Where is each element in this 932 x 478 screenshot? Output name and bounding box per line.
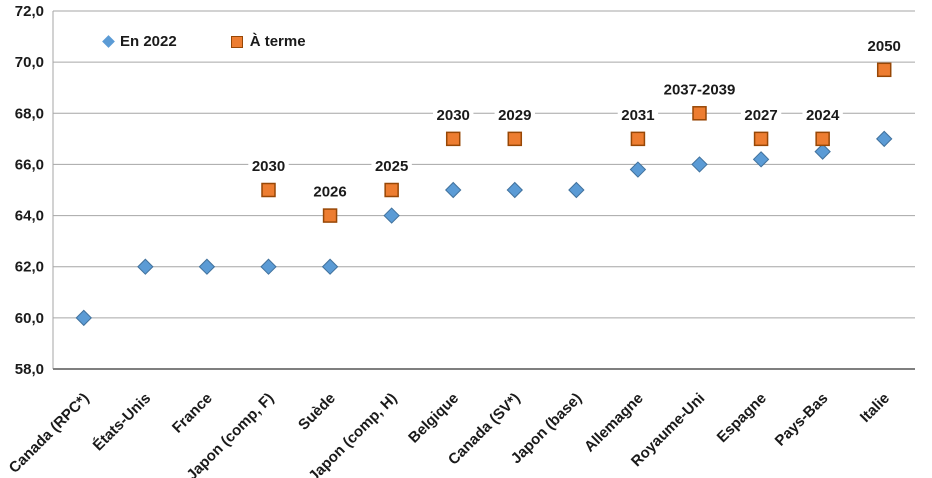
diamond-marker-icon <box>102 35 115 48</box>
year-annotation: 2024 <box>806 107 840 124</box>
annotation-background <box>740 105 782 123</box>
data-point-en-2022 <box>814 143 831 160</box>
annotation-background <box>617 105 659 123</box>
x-category-label: Suède <box>295 390 339 434</box>
data-point-en-2022 <box>568 181 585 199</box>
legend-item-a-terme: À terme <box>230 33 306 50</box>
annotation-background <box>309 182 351 200</box>
x-category-label: Canada (RPC*) <box>6 390 93 477</box>
square-marker-icon <box>230 35 243 48</box>
x-category-label: Pays-Bas <box>772 390 832 450</box>
data-point-a-terme <box>261 182 276 198</box>
data-point-en-2022 <box>876 130 893 148</box>
y-axis-tick-label: 68,0 <box>15 105 44 122</box>
data-point-en-2022 <box>445 181 462 199</box>
legend-item-en-2022: En 2022 <box>102 33 177 50</box>
data-point-a-terme <box>322 208 338 223</box>
data-point-en-2022 <box>383 207 400 224</box>
year-annotation: 2027 <box>744 107 777 124</box>
year-annotation: 2031 <box>621 107 654 124</box>
y-axis-tick-label: 64,0 <box>15 208 44 225</box>
annotation-background <box>494 105 535 123</box>
year-annotation: 2037-2039 <box>664 81 736 98</box>
x-category-label: États-Unis <box>90 390 154 454</box>
y-axis-tick-label: 72,0 <box>15 3 44 20</box>
year-annotation: 2050 <box>868 38 901 55</box>
annotation-background <box>248 157 289 174</box>
year-annotation: 2030 <box>437 107 470 124</box>
annotation-background <box>433 105 474 123</box>
data-point-a-terme <box>445 131 461 147</box>
data-point-a-terme <box>507 131 523 147</box>
data-point-a-terme <box>384 182 399 198</box>
legend-label-en-2022: En 2022 <box>120 33 177 50</box>
data-point-en-2022 <box>198 258 216 275</box>
annotation-background <box>802 105 843 123</box>
data-point-a-terme <box>815 131 830 147</box>
x-category-label: Espagne <box>714 390 770 446</box>
data-point-a-terme <box>692 106 707 121</box>
legend: En 2022 À terme <box>102 33 306 50</box>
y-axis-tick-label: 66,0 <box>15 156 44 173</box>
y-axis-tick-label: 60,0 <box>15 310 44 327</box>
year-annotation: 2029 <box>498 107 531 124</box>
data-point-a-terme <box>876 62 892 78</box>
data-point-en-2022 <box>137 258 154 275</box>
x-category-label: Italie <box>857 390 893 426</box>
data-point-a-terme <box>753 131 769 147</box>
data-point-en-2022 <box>629 161 647 178</box>
x-category-label: Allemagne <box>581 390 647 456</box>
x-category-label: Belgique <box>405 390 462 447</box>
data-point-en-2022 <box>506 181 523 199</box>
annotation-background <box>371 157 412 174</box>
data-point-en-2022 <box>75 309 92 327</box>
year-annotation: 2026 <box>313 184 346 201</box>
x-category-label: France <box>169 390 216 437</box>
year-annotation: 2030 <box>252 158 285 175</box>
y-axis-tick-label: 70,0 <box>15 54 44 71</box>
year-annotation: 2025 <box>375 158 408 175</box>
y-axis-tick-label: 58,0 <box>15 361 44 378</box>
y-axis-tick-label: 62,0 <box>15 259 44 276</box>
data-point-en-2022 <box>752 151 770 168</box>
annotation-background <box>657 80 742 98</box>
data-point-en-2022 <box>321 258 339 275</box>
data-point-a-terme <box>630 131 646 147</box>
data-point-en-2022 <box>691 156 708 173</box>
data-point-en-2022 <box>260 258 277 275</box>
legend-label-a-terme: À terme <box>249 33 306 50</box>
annotation-background <box>864 36 905 54</box>
